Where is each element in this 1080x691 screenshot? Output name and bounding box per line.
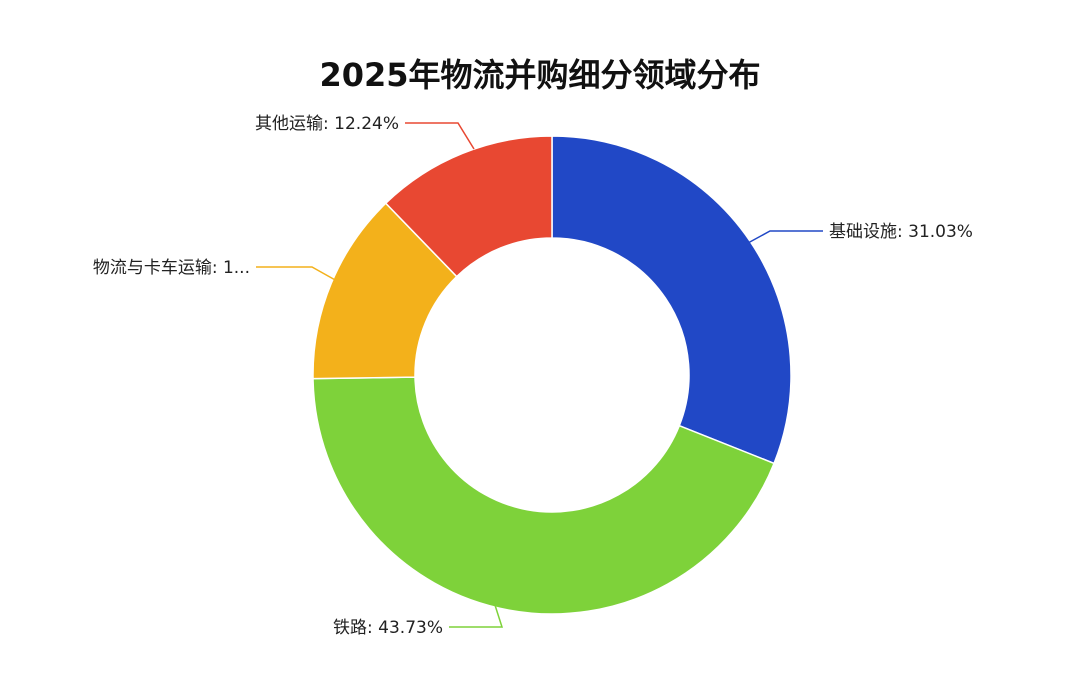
- leader-line-2: [256, 266, 338, 282]
- slices-group: [312, 135, 792, 615]
- leader-line-3: [405, 122, 475, 150]
- slice-label-3: 其他运输: 12.24%: [255, 114, 399, 134]
- slice-1[interactable]: [312, 376, 776, 615]
- slice-label-2: 物流与卡车运输: 1...: [93, 258, 250, 278]
- slice-label-1: 铁路: 43.73%: [333, 618, 443, 638]
- leader-lines-group: [256, 122, 823, 628]
- slice-0[interactable]: [551, 135, 792, 465]
- slice-3[interactable]: [384, 135, 553, 278]
- chart-title: 2025年物流并购细分领域分布: [319, 56, 760, 94]
- slice-label-0: 基础设施: 31.03%: [829, 222, 973, 242]
- leader-line-0: [747, 230, 823, 244]
- leader-line-1: [449, 601, 504, 628]
- labels-group: 基础设施: 31.03% 铁路: 43.73% 物流与卡车运输: 1... 其他运输:…: [93, 114, 973, 638]
